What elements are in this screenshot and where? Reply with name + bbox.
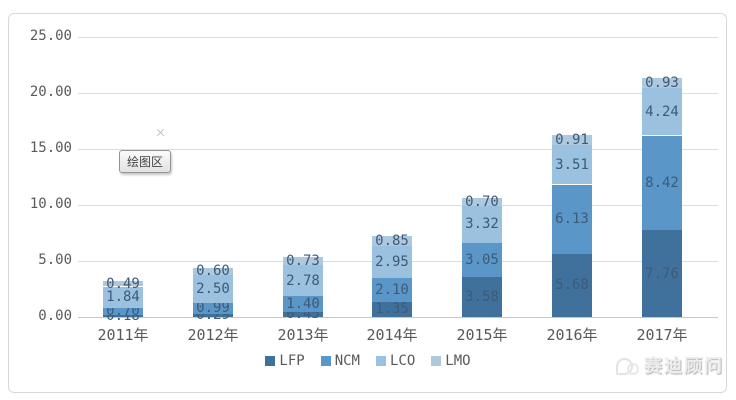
x-axis-tick-label: 2013年 xyxy=(277,326,329,344)
bar-segment-lmo-2017年[interactable] xyxy=(642,78,682,88)
legend-item-lfp[interactable]: LFP xyxy=(265,353,305,369)
bar-segment-lco-2014年[interactable] xyxy=(372,245,412,278)
y-axis-tick-label: 20.00 xyxy=(29,84,72,100)
bar-segment-ncm-2015年[interactable] xyxy=(462,243,502,277)
bar-segment-ncm-2011年[interactable] xyxy=(103,307,143,315)
bar-segment-lmo-2012年[interactable] xyxy=(193,268,233,275)
bar-segment-lfp-2015年[interactable] xyxy=(462,277,502,317)
watermark-text: 赛迪顾问 xyxy=(644,356,724,377)
legend-swatch-lfp xyxy=(265,356,276,366)
tooltip-label: 绘图区 xyxy=(127,155,164,169)
bar-segment-lfp-2016年[interactable] xyxy=(552,253,592,317)
bar-segment-ncm-2017年[interactable] xyxy=(642,136,682,230)
y-axis-tick-label: 10.00 xyxy=(29,196,72,212)
bar-segment-lco-2017年[interactable] xyxy=(642,88,682,135)
bar-segment-lmo-2014年[interactable] xyxy=(372,236,412,246)
y-axis-tick-label: 25.00 xyxy=(29,28,72,44)
watermark: 赛迪顾问 xyxy=(616,352,724,378)
bar-segment-lco-2012年[interactable] xyxy=(193,275,233,303)
bar-segment-ncm-2013年[interactable] xyxy=(283,296,323,312)
bar-segment-lmo-2016年[interactable] xyxy=(552,135,592,145)
x-axis-tick-label: 2014年 xyxy=(366,326,418,344)
legend-item-lmo[interactable]: LMO xyxy=(431,353,471,369)
legend-label-lmo: LMO xyxy=(445,353,471,369)
legend: LFP NCM LCO LMO xyxy=(0,353,736,369)
legend-item-lco[interactable]: LCO xyxy=(376,353,415,369)
legend-label-lco: LCO xyxy=(390,353,416,369)
watermark-logo-icon xyxy=(616,356,639,375)
bar-segment-lmo-2015年[interactable] xyxy=(462,198,502,206)
gridline-y-10.00 xyxy=(78,205,718,206)
chart-object-frame xyxy=(8,13,727,393)
bar-segment-ncm-2016年[interactable] xyxy=(552,185,592,254)
bar-segment-lco-2015年[interactable] xyxy=(462,206,502,243)
bar-segment-lmo-2013年[interactable] xyxy=(283,257,323,265)
legend-swatch-ncm xyxy=(320,356,331,366)
y-axis-tick-label: 15.00 xyxy=(29,140,72,156)
x-axis-tick-label: 2016年 xyxy=(546,326,598,344)
bar-segment-lfp-2013年[interactable] xyxy=(283,312,323,317)
gridline-y-0.00 xyxy=(78,317,718,318)
legend-item-ncm[interactable]: NCM xyxy=(320,353,360,369)
bar-segment-lfp-2017年[interactable] xyxy=(642,230,682,317)
bar-segment-lfp-2011年[interactable] xyxy=(103,315,143,317)
x-axis-tick-label: 2017年 xyxy=(636,326,688,344)
gridline-y-15.00 xyxy=(78,149,718,150)
legend-swatch-lco xyxy=(376,356,386,366)
legend-label-lfp: LFP xyxy=(279,353,305,369)
legend-label-ncm: NCM xyxy=(334,353,360,369)
plot-area-tooltip: 绘图区 xyxy=(119,150,172,173)
mouse-cursor-icon xyxy=(156,128,165,137)
bar-segment-lco-2013年[interactable] xyxy=(283,265,323,296)
bar-segment-lfp-2012年[interactable] xyxy=(193,314,233,317)
bar-segment-ncm-2014年[interactable] xyxy=(372,278,412,302)
x-axis-tick-label: 2012年 xyxy=(187,326,239,344)
gridline-y-25.00 xyxy=(78,37,718,38)
bar-segment-ncm-2012年[interactable] xyxy=(193,303,233,314)
x-axis-tick-label: 2011年 xyxy=(97,326,149,344)
x-axis-tick-label: 2015年 xyxy=(456,326,508,344)
y-axis-tick-label: 5.00 xyxy=(38,252,72,268)
y-axis-tick-label: 0.00 xyxy=(38,308,72,324)
gridline-y-20.00 xyxy=(78,93,718,94)
bar-segment-lmo-2011年[interactable] xyxy=(103,281,143,286)
legend-swatch-lmo xyxy=(431,356,442,366)
bar-segment-lco-2011年[interactable] xyxy=(103,287,143,308)
bar-segment-lco-2016年[interactable] xyxy=(552,145,592,184)
bar-segment-lfp-2014年[interactable] xyxy=(372,302,412,317)
